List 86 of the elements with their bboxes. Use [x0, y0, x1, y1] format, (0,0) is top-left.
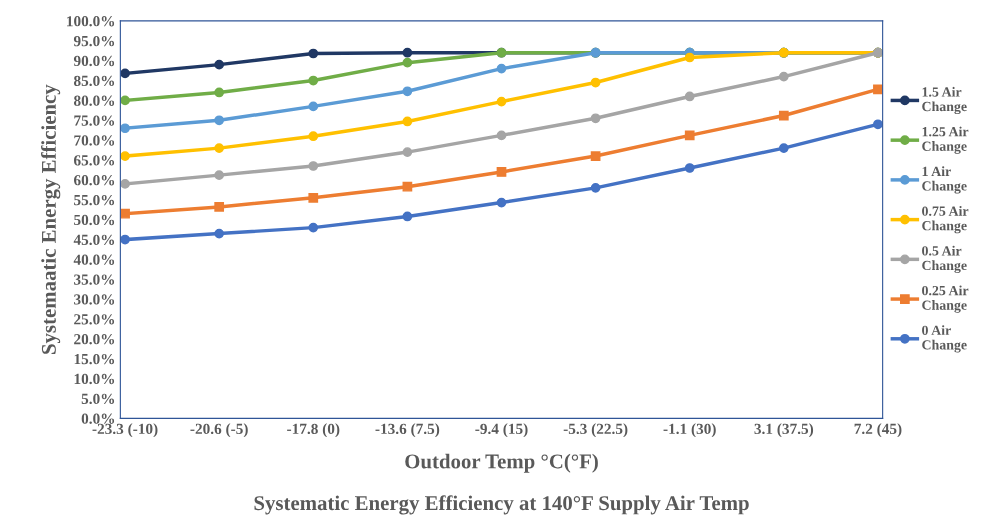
point: [308, 222, 319, 233]
legend-label: 1 Air Change: [922, 166, 967, 194]
point: [402, 86, 413, 97]
y-tick-label: 0.0%: [81, 413, 115, 424]
point: [308, 48, 319, 59]
point: [684, 91, 695, 102]
point: [120, 68, 130, 79]
y-tick-label: 50.0%: [74, 214, 115, 226]
point: [120, 208, 130, 219]
point: [402, 147, 413, 157]
point: [873, 119, 883, 130]
y-tick-label: 30.0%: [74, 294, 115, 305]
point: [120, 234, 130, 245]
y-tick-label: 60.0%: [74, 175, 115, 186]
point: [402, 181, 413, 192]
y-tick-label: 35.0%: [74, 274, 115, 285]
y-tick-label: 80.0%: [73, 95, 115, 106]
y-tick-label: 95.0%: [73, 35, 115, 47]
x-tick-label: -1.1 (30): [663, 423, 716, 438]
point: [214, 202, 225, 212]
point: [496, 63, 507, 74]
x-tick-label: 3.1 (37.5): [754, 423, 814, 438]
point: [308, 192, 319, 203]
y-tick-label: 25.0%: [74, 314, 115, 325]
x-tick-label: -17.8 (0): [287, 423, 340, 438]
point: [120, 95, 130, 106]
point: [684, 163, 695, 173]
point: [778, 143, 789, 153]
point: [214, 115, 225, 126]
legend-label: 0 Air Change: [922, 325, 967, 353]
point: [873, 84, 883, 95]
point: [120, 151, 130, 161]
y-tick-label: 5.0%: [81, 393, 115, 405]
x-tick-label: -9.4 (15): [475, 423, 528, 438]
point: [590, 182, 601, 193]
point: [308, 131, 319, 142]
point: [496, 130, 507, 141]
y-tick-label: 45.0%: [73, 234, 115, 246]
text: Systematic Energy Efficiency at 140°F Supply Air Temp: [254, 495, 749, 515]
point: [120, 179, 130, 189]
x-tick-label: -13.6 (7.5): [375, 423, 440, 438]
point: [214, 59, 225, 70]
legend-label: 1.5 Air Change: [922, 86, 967, 115]
y-tick-label: 55.0%: [74, 194, 115, 206]
y-tick-label: 65.0%: [74, 155, 115, 166]
point: [590, 77, 601, 88]
point: [402, 116, 413, 127]
point: [778, 71, 789, 82]
point: [496, 167, 507, 177]
x-axis-title: Outdoor Temp °C(°F): [405, 453, 598, 473]
point: [214, 170, 225, 181]
y-tick-label: 75.0%: [74, 115, 115, 126]
point: [496, 96, 507, 107]
y-tick-label: 40.0%: [73, 254, 115, 265]
point: [590, 151, 601, 161]
legend-label: 0.75 Air Change: [922, 206, 969, 234]
y-tick-label: 20.0%: [74, 334, 115, 345]
point: [684, 52, 695, 63]
x-tick-label: 7.2 (45): [854, 423, 902, 438]
point: [778, 110, 789, 121]
legend-label: 0.5 Air Change: [922, 245, 967, 273]
point: [402, 211, 413, 222]
y-axis-title: Systemaatic Energy Efficiency: [41, 84, 61, 354]
legend-label: 0.25 Air Change: [922, 285, 969, 313]
point: [590, 113, 601, 124]
y-tick-label: 10.0%: [74, 373, 115, 385]
point: [308, 75, 319, 86]
y-tick-label: 100.0%: [67, 16, 115, 27]
y-tick-label: 85.0%: [73, 75, 115, 87]
x-tick-label: -20.6 (-5): [190, 423, 248, 438]
point: [308, 101, 319, 112]
point: [684, 130, 695, 141]
point: [214, 87, 225, 98]
point: [308, 161, 319, 171]
y-tick-label: 90.0%: [73, 55, 115, 67]
y-tick-label: 15.0%: [74, 353, 115, 365]
x-tick-label: -5.3 (22.5): [563, 423, 628, 438]
point: [214, 228, 225, 239]
x-tick-label: -23.3 (-10): [92, 423, 158, 438]
legend-label: 1.25 Air Change: [922, 126, 969, 154]
y-tick-label: 70.0%: [74, 135, 115, 146]
point: [496, 197, 507, 208]
point: [214, 143, 225, 153]
point: [402, 57, 413, 68]
point: [402, 47, 413, 58]
point: [120, 123, 130, 134]
